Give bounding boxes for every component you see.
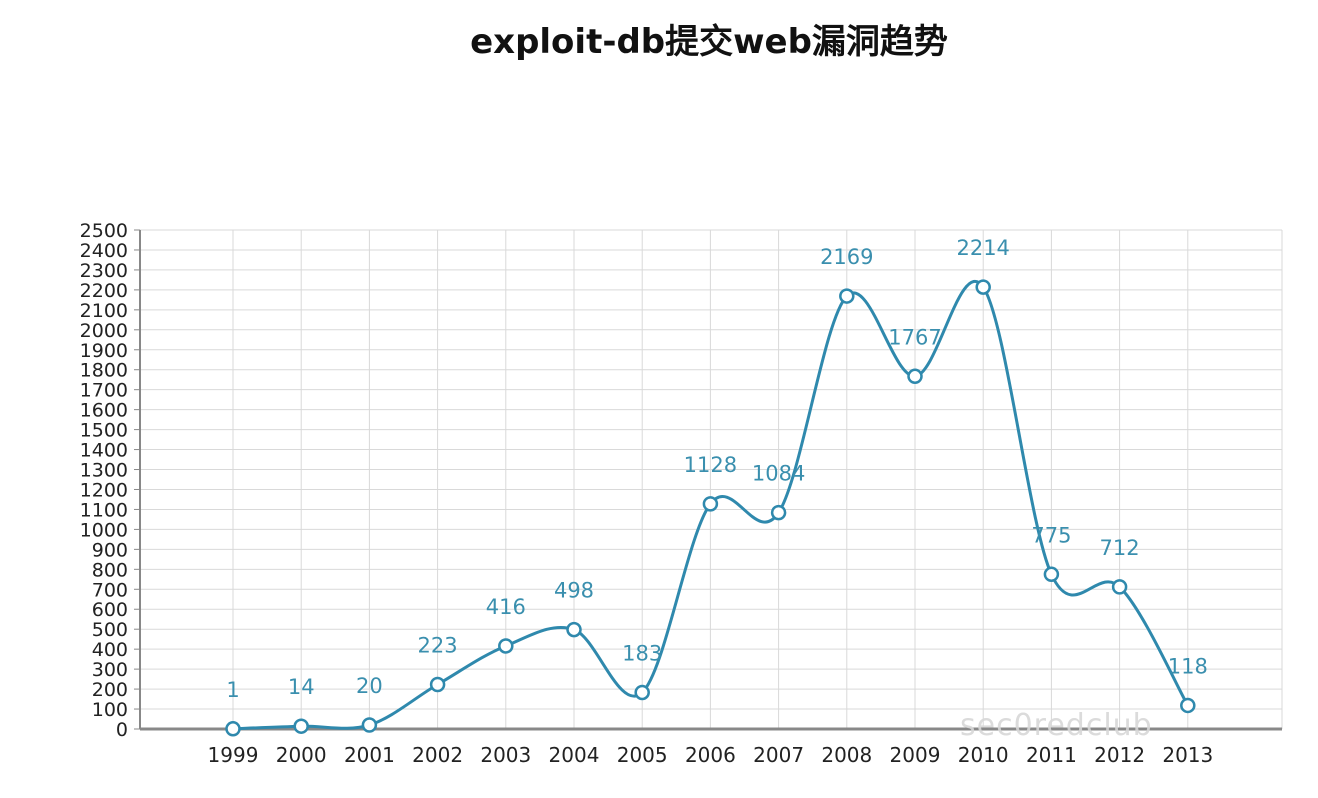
y-tick-label: 600 bbox=[92, 599, 128, 621]
x-tick-labels: 1999 2000 2001 2002 2003 2004 2005 2006 2007 2008… bbox=[208, 743, 1214, 767]
x-tick-label: 2007 bbox=[753, 743, 804, 767]
data-label: 498 bbox=[554, 579, 594, 603]
y-tick-labels: 0100200300400500600700800900100011001200… bbox=[80, 220, 128, 741]
y-tick-label: 2000 bbox=[80, 320, 128, 342]
y-tick-label: 1500 bbox=[80, 420, 128, 442]
y-tick-label: 2200 bbox=[80, 280, 128, 302]
data-label: 1767 bbox=[888, 325, 941, 349]
y-tick-label: 300 bbox=[92, 659, 128, 681]
data-point bbox=[431, 678, 444, 691]
data-label: 183 bbox=[622, 641, 662, 665]
x-tick-label: 2004 bbox=[549, 743, 600, 767]
x-tick-label: 2003 bbox=[480, 743, 531, 767]
y-tick-label: 1800 bbox=[80, 360, 128, 382]
y-tick-label: 1200 bbox=[80, 479, 128, 501]
x-tick-label: 2000 bbox=[276, 743, 327, 767]
y-tick-label: 100 bbox=[92, 699, 128, 721]
data-point bbox=[568, 623, 581, 636]
y-tick-label: 400 bbox=[92, 639, 128, 661]
x-tick-label: 2010 bbox=[958, 743, 1009, 767]
data-point bbox=[227, 722, 240, 735]
data-label: 14 bbox=[288, 675, 315, 699]
grid-lines bbox=[140, 230, 1282, 729]
data-point bbox=[772, 506, 785, 519]
y-tick-label: 700 bbox=[92, 579, 128, 601]
data-label: 1084 bbox=[752, 462, 805, 486]
data-point bbox=[1045, 568, 1058, 581]
data-point bbox=[909, 370, 922, 383]
data-labels: 1 14 20 223 416 498 183 1128 1084 2169 1767 2214 775… bbox=[226, 236, 1208, 702]
data-label: 712 bbox=[1100, 536, 1140, 560]
data-label: 775 bbox=[1031, 523, 1071, 547]
x-tick-label: 2001 bbox=[344, 743, 395, 767]
y-tick-label: 500 bbox=[92, 619, 128, 641]
y-tick-label: 1400 bbox=[80, 440, 128, 462]
y-tick-label: 1700 bbox=[80, 380, 128, 402]
y-tick-label: 2300 bbox=[80, 260, 128, 282]
y-tick-label: 900 bbox=[92, 539, 128, 561]
y-tick-label: 1600 bbox=[80, 400, 128, 422]
x-tick-label: 2008 bbox=[821, 743, 872, 767]
data-point bbox=[977, 281, 990, 294]
data-point bbox=[295, 720, 308, 733]
x-tick-label: 2013 bbox=[1162, 743, 1213, 767]
watermark-text: sec0redclub bbox=[960, 708, 1153, 743]
x-tick-label: 2011 bbox=[1026, 743, 1077, 767]
x-tick-label: 2002 bbox=[412, 743, 463, 767]
data-point bbox=[840, 290, 853, 303]
data-label: 416 bbox=[486, 595, 526, 619]
data-label: 1128 bbox=[684, 453, 737, 477]
data-point bbox=[636, 686, 649, 699]
data-label: 2214 bbox=[956, 236, 1009, 260]
data-point bbox=[363, 719, 376, 732]
x-tick-label: 2005 bbox=[617, 743, 668, 767]
data-label: 223 bbox=[418, 633, 458, 657]
x-tick-label: 2012 bbox=[1094, 743, 1145, 767]
data-point bbox=[499, 639, 512, 652]
y-tick-label: 1900 bbox=[80, 340, 128, 362]
axes bbox=[134, 230, 1282, 729]
data-label: 2169 bbox=[820, 245, 873, 269]
data-label: 118 bbox=[1168, 654, 1208, 678]
y-tick-label: 1000 bbox=[80, 519, 128, 541]
y-tick-label: 2400 bbox=[80, 240, 128, 262]
y-tick-label: 1100 bbox=[80, 499, 128, 521]
y-tick-label: 200 bbox=[92, 679, 128, 701]
x-tick-label: 2006 bbox=[685, 743, 736, 767]
y-tick-label: 1300 bbox=[80, 460, 128, 482]
y-tick-label: 2500 bbox=[80, 220, 128, 242]
y-tick-label: 2100 bbox=[80, 300, 128, 322]
y-tick-label: 0 bbox=[116, 719, 128, 741]
y-tick-label: 800 bbox=[92, 559, 128, 581]
data-label: 1 bbox=[226, 678, 239, 702]
x-tick-label: 2009 bbox=[890, 743, 941, 767]
data-point bbox=[1113, 580, 1126, 593]
data-label: 20 bbox=[356, 674, 383, 698]
data-point bbox=[1181, 699, 1194, 712]
data-point bbox=[704, 497, 717, 510]
x-tick-label: 1999 bbox=[208, 743, 259, 767]
